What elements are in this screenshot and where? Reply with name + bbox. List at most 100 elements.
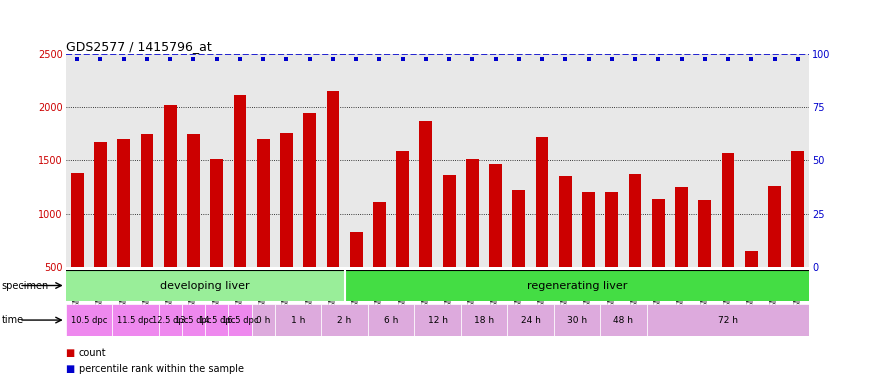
Text: regenerating liver: regenerating liver (527, 280, 627, 291)
Bar (745, 251, 758, 320)
Bar (507, 304, 554, 336)
Point (628, 56, 642, 62)
Point (326, 56, 340, 62)
Text: 16.5 dpc: 16.5 dpc (221, 316, 258, 324)
Bar (182, 304, 205, 336)
Text: 0 h: 0 h (256, 316, 270, 324)
Text: 13.5 dpc: 13.5 dpc (175, 316, 212, 324)
Bar (791, 151, 804, 320)
Point (210, 56, 224, 62)
Bar (71, 173, 84, 320)
Bar (559, 176, 571, 320)
Bar (606, 192, 619, 320)
Bar (600, 304, 647, 336)
Bar (461, 304, 507, 336)
Bar (234, 95, 247, 320)
Text: percentile rank within the sample: percentile rank within the sample (79, 364, 244, 374)
Bar (228, 304, 252, 336)
Bar (676, 187, 688, 320)
Point (186, 56, 200, 62)
Bar (304, 113, 316, 320)
Text: 2 h: 2 h (338, 316, 352, 324)
Bar (187, 134, 200, 320)
Point (536, 56, 550, 62)
Bar (112, 304, 158, 336)
Text: 24 h: 24 h (521, 316, 541, 324)
Bar (698, 200, 711, 320)
Bar (368, 304, 414, 336)
Point (116, 56, 130, 62)
Bar (94, 142, 107, 320)
Text: 48 h: 48 h (613, 316, 634, 324)
Bar (205, 304, 228, 336)
Bar (117, 139, 130, 320)
Bar (210, 159, 223, 320)
Point (488, 56, 502, 62)
Text: 10.5 dpc: 10.5 dpc (71, 316, 107, 324)
Text: ■: ■ (66, 348, 75, 358)
Point (466, 56, 480, 62)
Bar (582, 192, 595, 320)
Point (791, 56, 805, 62)
Bar (489, 164, 502, 320)
Point (303, 56, 317, 62)
Bar (373, 202, 386, 320)
Point (373, 56, 387, 62)
Bar (652, 199, 665, 320)
Point (233, 56, 247, 62)
Point (396, 56, 410, 62)
Point (745, 56, 759, 62)
Bar (164, 105, 177, 320)
Point (94, 56, 108, 62)
Point (419, 56, 433, 62)
Point (767, 56, 781, 62)
Text: GDS2577 / 1415796_at: GDS2577 / 1415796_at (66, 40, 212, 53)
Text: developing liver: developing liver (160, 280, 250, 291)
Text: 1 h: 1 h (290, 316, 305, 324)
Text: 11.5 dpc: 11.5 dpc (117, 316, 153, 324)
Text: time: time (2, 315, 24, 325)
Bar (396, 151, 409, 320)
Bar (414, 304, 461, 336)
Point (349, 56, 363, 62)
Bar (66, 304, 112, 336)
Point (582, 56, 596, 62)
Bar (536, 137, 549, 320)
Bar (141, 134, 153, 320)
Text: 30 h: 30 h (567, 316, 587, 324)
Text: 18 h: 18 h (474, 316, 494, 324)
Bar (158, 304, 182, 336)
Point (140, 56, 154, 62)
Bar (419, 121, 432, 320)
Point (279, 56, 293, 62)
Text: 6 h: 6 h (384, 316, 398, 324)
Text: 12.5 dpc: 12.5 dpc (152, 316, 188, 324)
Point (442, 56, 456, 62)
Point (651, 56, 665, 62)
Point (512, 56, 526, 62)
Text: 72 h: 72 h (718, 316, 738, 324)
Bar (628, 174, 641, 320)
Point (164, 56, 178, 62)
Bar (275, 304, 321, 336)
Bar (326, 91, 340, 320)
Point (675, 56, 689, 62)
Bar (554, 304, 600, 336)
Bar (321, 304, 368, 336)
Bar (443, 175, 456, 320)
Bar (345, 270, 809, 301)
Text: ■: ■ (66, 364, 75, 374)
Bar (513, 190, 525, 320)
Point (256, 56, 270, 62)
Text: 14.5 dpc: 14.5 dpc (199, 316, 234, 324)
Bar (350, 232, 362, 320)
Bar (722, 153, 734, 320)
Point (697, 56, 711, 62)
Text: count: count (79, 348, 107, 358)
Bar (256, 139, 270, 320)
Point (70, 56, 84, 62)
Text: specimen: specimen (2, 280, 49, 291)
Bar (66, 270, 345, 301)
Bar (768, 186, 780, 320)
Bar (280, 132, 293, 320)
